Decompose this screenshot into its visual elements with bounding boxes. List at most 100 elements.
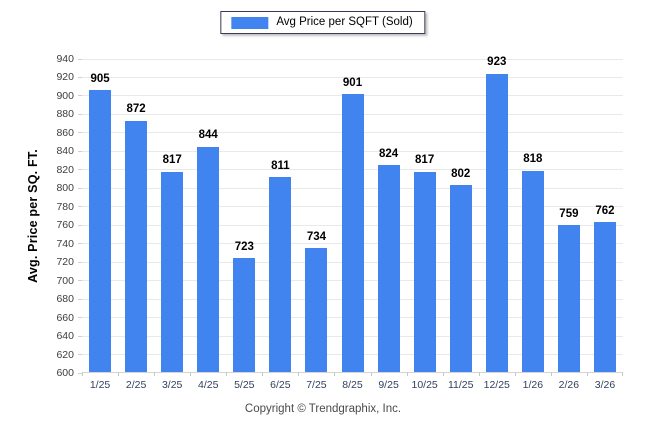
gridline-y-920 <box>82 76 623 78</box>
plot-area: 600 620 640 660 680 700 720 740 760 780 800 820 840 8… <box>56 54 623 390</box>
y-tick-mark <box>78 261 82 263</box>
bar-1/26 <box>521 170 544 372</box>
bar-11/25 <box>449 185 472 372</box>
bar-value-label: 818 <box>523 153 543 166</box>
x-tick-mark <box>515 372 516 376</box>
bar-4/25 <box>197 146 220 372</box>
y-tick-mark <box>78 187 82 189</box>
x-tick-label: 1/26 <box>522 379 544 391</box>
y-tick-label: 840 <box>56 145 74 158</box>
bar-2/26 <box>557 225 580 372</box>
y-tick-mark <box>78 206 82 208</box>
bar-value-label: 734 <box>306 230 327 243</box>
x-tick-label: 9/25 <box>378 379 399 391</box>
bar-12/25 <box>485 73 508 372</box>
bar-value-label: 844 <box>198 129 218 142</box>
y-tick-label: 760 <box>56 219 74 232</box>
x-tick-mark <box>407 372 408 376</box>
y-tick-label: 700 <box>56 274 74 287</box>
x-tick-label: 12/25 <box>483 379 510 391</box>
y-tick-mark <box>78 243 82 245</box>
x-tick-mark <box>262 372 263 376</box>
y-tick-label: 880 <box>56 108 74 121</box>
bar-value-label: 824 <box>378 147 399 160</box>
bar-3/26 <box>593 222 616 372</box>
x-tick-label: 7/25 <box>306 379 327 391</box>
y-tick-mark <box>78 335 82 337</box>
y-tick-mark <box>78 132 82 134</box>
y-tick-label: 920 <box>56 71 74 84</box>
bar-6/25 <box>269 177 292 372</box>
bar-3/25 <box>161 171 184 372</box>
x-tick-mark <box>154 372 155 376</box>
bar-value-label: 802 <box>451 167 471 180</box>
x-tick-label: 2/25 <box>125 379 147 391</box>
x-tick-mark <box>298 372 299 376</box>
y-tick-label: 900 <box>56 89 74 102</box>
bar-7/25 <box>305 248 328 372</box>
y-tick-mark <box>78 372 82 374</box>
y-tick-label: 620 <box>56 348 74 361</box>
x-tick-label: 1/25 <box>89 379 111 391</box>
y-tick-mark <box>78 169 82 171</box>
y-tick-mark <box>78 76 82 78</box>
y-tick-mark <box>78 58 82 60</box>
bar-value-label: 723 <box>234 240 254 253</box>
bar-2/25 <box>125 120 148 372</box>
y-tick-label: 940 <box>56 53 74 65</box>
bar-10/25 <box>413 171 436 372</box>
bar-value-label: 901 <box>342 76 363 89</box>
y-tick-label: 660 <box>56 311 74 324</box>
x-tick-mark <box>443 372 444 376</box>
legend-label: Avg Price per SQFT (Sold) <box>276 15 413 28</box>
x-tick-label: 11/25 <box>447 379 474 391</box>
bar-value-label: 872 <box>126 103 146 116</box>
x-tick-label: 6/25 <box>270 379 291 391</box>
x-tick-mark <box>118 372 119 376</box>
y-tick-label: 800 <box>56 182 74 195</box>
y-tick-mark <box>78 354 82 356</box>
gridline-y-940 <box>82 58 623 60</box>
x-tick-mark <box>479 372 480 376</box>
copyright-text: Copyright © Trendgraphix, Inc. <box>244 403 402 415</box>
y-tick-label: 640 <box>56 330 74 343</box>
y-tick-label: 680 <box>56 293 74 306</box>
y-tick-label: 860 <box>56 126 74 139</box>
x-tick-label: 5/25 <box>234 379 255 391</box>
y-tick-label: 780 <box>56 200 74 213</box>
x-tick-mark <box>82 372 83 376</box>
bar-value-label: 759 <box>559 207 579 220</box>
x-tick-mark <box>226 372 227 376</box>
y-tick-mark <box>78 150 82 152</box>
x-tick-label: 8/25 <box>342 379 363 391</box>
y-axis-title: Avg. Price per SQ. FT. <box>26 149 40 283</box>
y-tick-label: 720 <box>56 256 74 269</box>
bar-value-label: 762 <box>595 204 615 217</box>
y-tick-mark <box>78 317 82 319</box>
bar-value-label: 817 <box>415 154 435 167</box>
bar-value-label: 905 <box>90 72 110 85</box>
bar-9/25 <box>377 165 400 372</box>
x-tick-mark <box>587 372 588 376</box>
bar-value-label: 817 <box>162 154 182 167</box>
legend-swatch-icon <box>231 16 269 29</box>
y-tick-mark <box>78 298 82 300</box>
x-tick-label: 4/25 <box>198 379 219 391</box>
bar-8/25 <box>341 94 364 372</box>
x-tick-label: 10/25 <box>411 379 438 391</box>
chart-legend: Avg Price per SQFT (Sold) <box>220 11 426 34</box>
bar-1/25 <box>89 90 112 372</box>
x-tick-mark <box>190 372 191 376</box>
y-tick-mark <box>78 113 82 115</box>
x-tick-mark <box>371 372 372 376</box>
y-tick-label: 600 <box>56 367 74 379</box>
bar-value-label: 923 <box>487 56 507 69</box>
y-tick-label: 820 <box>56 163 74 176</box>
y-tick-label: 740 <box>56 237 74 250</box>
y-tick-mark <box>78 95 82 97</box>
bar-5/25 <box>233 258 256 372</box>
x-tick-mark <box>334 372 335 376</box>
x-tick-mark <box>551 372 552 376</box>
y-tick-mark <box>78 280 82 282</box>
